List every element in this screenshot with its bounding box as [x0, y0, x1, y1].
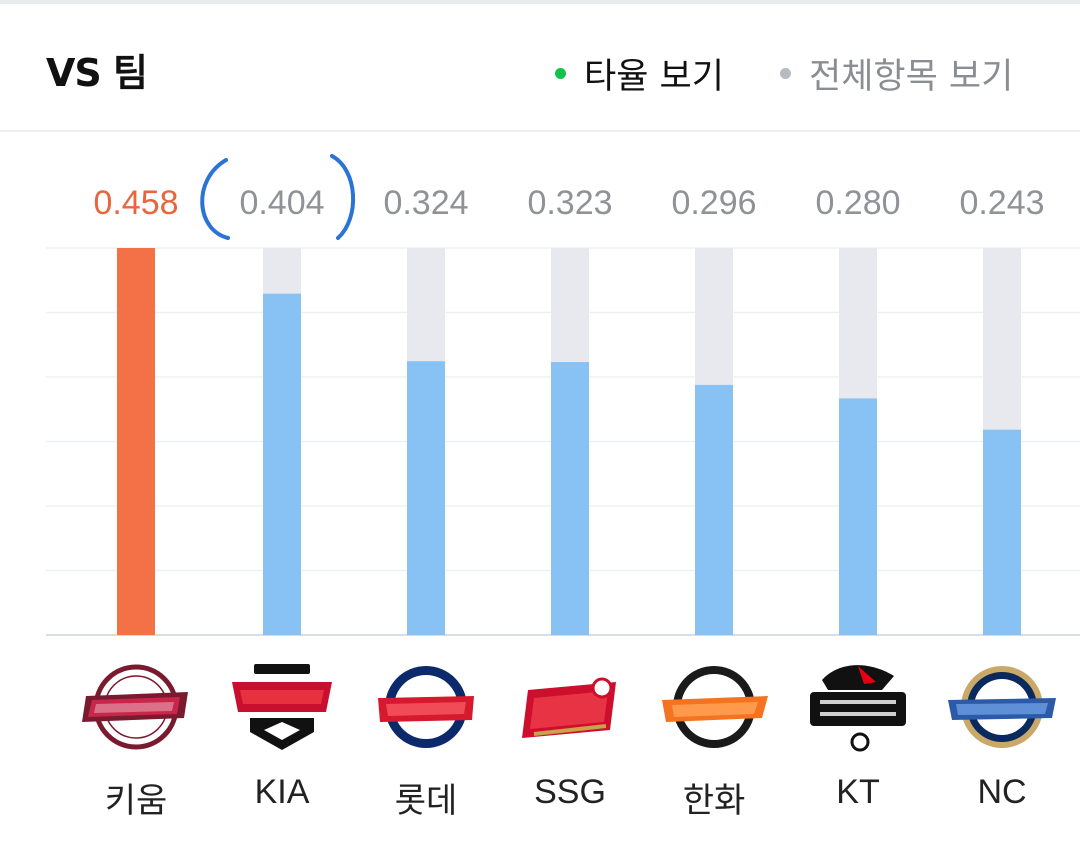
value-label: 0.280	[815, 184, 900, 222]
value-label: 0.458	[93, 184, 178, 222]
section-title: VS 팀	[46, 51, 148, 95]
bar	[263, 293, 301, 635]
hanwha-eagles-logo	[662, 666, 768, 748]
batting-average-toggle[interactable]: 타율 보기	[555, 48, 724, 99]
bar	[407, 361, 445, 635]
bar	[117, 248, 155, 635]
top-border	[0, 0, 1080, 4]
bar	[551, 362, 589, 635]
kt-wiz-logo	[810, 665, 906, 752]
value-label: 0.324	[383, 184, 468, 222]
vs-team-bar-chart: 0.458 0.404 0.324 0.323 0.296 0.280 0.243	[46, 154, 1080, 636]
bar	[695, 384, 733, 635]
ssg-landers-logo	[522, 677, 616, 738]
category-label: KIA	[254, 773, 310, 811]
bar	[839, 398, 877, 635]
batting-average-toggle-label: 타율 보기	[584, 57, 724, 97]
category-label: 키움	[104, 782, 168, 820]
category-label: KT	[836, 773, 880, 811]
category-label: SSG	[534, 773, 606, 811]
kia-tigers-logo	[232, 664, 332, 750]
header-divider	[0, 130, 1080, 132]
bar	[983, 429, 1021, 635]
annotation-left-paren	[200, 158, 230, 240]
value-label: 0.296	[671, 184, 756, 222]
nc-dinos-logo	[948, 666, 1056, 748]
category-label: NC	[977, 773, 1027, 811]
all-stats-toggle[interactable]: 전체항목 보기	[780, 48, 1013, 99]
category-label: 한화	[682, 782, 746, 820]
kiwoom-heroes-logo	[82, 664, 188, 750]
active-dot-icon	[555, 68, 566, 79]
inactive-dot-icon	[780, 68, 791, 79]
section-header: VS 팀 타율 보기 전체항목 보기	[0, 4, 1080, 130]
category-label: 롯데	[394, 782, 458, 820]
value-label: 0.404	[239, 184, 324, 222]
annotation-right-paren	[330, 154, 356, 240]
value-label: 0.323	[527, 184, 612, 222]
all-stats-toggle-label: 전체항목 보기	[809, 57, 1014, 97]
lotte-giants-logo	[378, 666, 474, 748]
value-label: 0.243	[959, 184, 1044, 222]
